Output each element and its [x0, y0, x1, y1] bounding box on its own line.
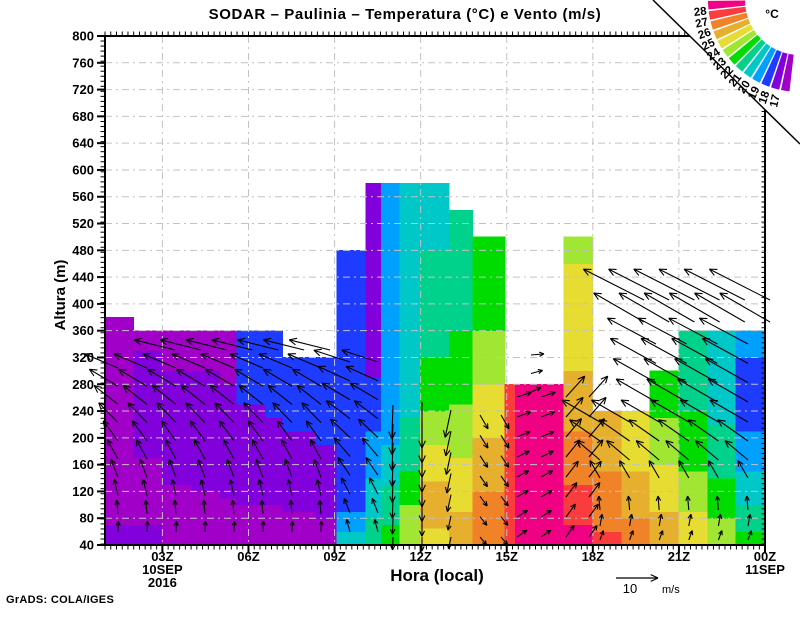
svg-text:280: 280 — [72, 377, 94, 392]
svg-text:17: 17 — [768, 93, 782, 108]
svg-text:03Z: 03Z — [151, 549, 173, 564]
svg-text:120: 120 — [72, 484, 94, 499]
svg-text:10: 10 — [623, 581, 637, 596]
svg-text:10SEP: 10SEP — [142, 562, 183, 577]
svg-text:320: 320 — [72, 350, 94, 365]
svg-text:680: 680 — [72, 109, 94, 124]
svg-text:760: 760 — [72, 55, 94, 70]
svg-text:26: 26 — [697, 27, 713, 43]
svg-text:06Z: 06Z — [237, 549, 259, 564]
svg-text:440: 440 — [72, 270, 94, 285]
svg-text:15Z: 15Z — [496, 549, 518, 564]
svg-text:m/s: m/s — [662, 584, 680, 596]
chart-title: SODAR – Paulinia – Temperatura (°C) e Ve… — [208, 6, 602, 23]
svg-text:640: 640 — [72, 136, 94, 151]
svg-text:2016: 2016 — [148, 575, 177, 590]
svg-text:600: 600 — [72, 162, 94, 177]
svg-text:480: 480 — [72, 243, 94, 258]
plot-frame — [97, 31, 766, 553]
svg-text:28: 28 — [693, 6, 708, 19]
svg-text:400: 400 — [72, 296, 94, 311]
wind-vectors — [84, 268, 771, 552]
axis-tick-labels: 800 760 720 680 640 600 560 520 480 440 400 360 320 2… — [72, 29, 785, 591]
svg-text:800: 800 — [72, 29, 94, 44]
svg-text:40: 40 — [80, 538, 94, 553]
grads-attribution: GrADS: COLA/IGES — [6, 594, 115, 606]
svg-text:200: 200 — [72, 430, 94, 445]
grid-lines — [105, 36, 765, 545]
svg-text:25: 25 — [700, 36, 717, 53]
svg-text:160: 160 — [72, 457, 94, 472]
wind-scale-legend: 10 m/s — [616, 574, 680, 596]
y-axis-label: Altura (m) — [52, 259, 69, 331]
svg-text:00Z: 00Z — [754, 549, 776, 564]
svg-text:12Z: 12Z — [409, 549, 431, 564]
x-axis-label: Hora (local) — [390, 566, 484, 585]
svg-text:19: 19 — [746, 85, 762, 102]
svg-text:21Z: 21Z — [668, 549, 690, 564]
svg-text:11SEP: 11SEP — [745, 562, 785, 577]
svg-text:240: 240 — [72, 404, 94, 419]
svg-text:360: 360 — [72, 323, 94, 338]
svg-text:18Z: 18Z — [582, 549, 604, 564]
svg-text:520: 520 — [72, 216, 94, 231]
colorbar-unit: °C — [765, 7, 779, 21]
svg-text:18: 18 — [757, 89, 773, 106]
svg-text:27: 27 — [694, 16, 709, 31]
svg-text:560: 560 — [72, 189, 94, 204]
svg-text:720: 720 — [72, 82, 94, 97]
svg-text:09Z: 09Z — [323, 549, 345, 564]
svg-text:20: 20 — [736, 79, 753, 96]
svg-text:80: 80 — [80, 511, 94, 526]
